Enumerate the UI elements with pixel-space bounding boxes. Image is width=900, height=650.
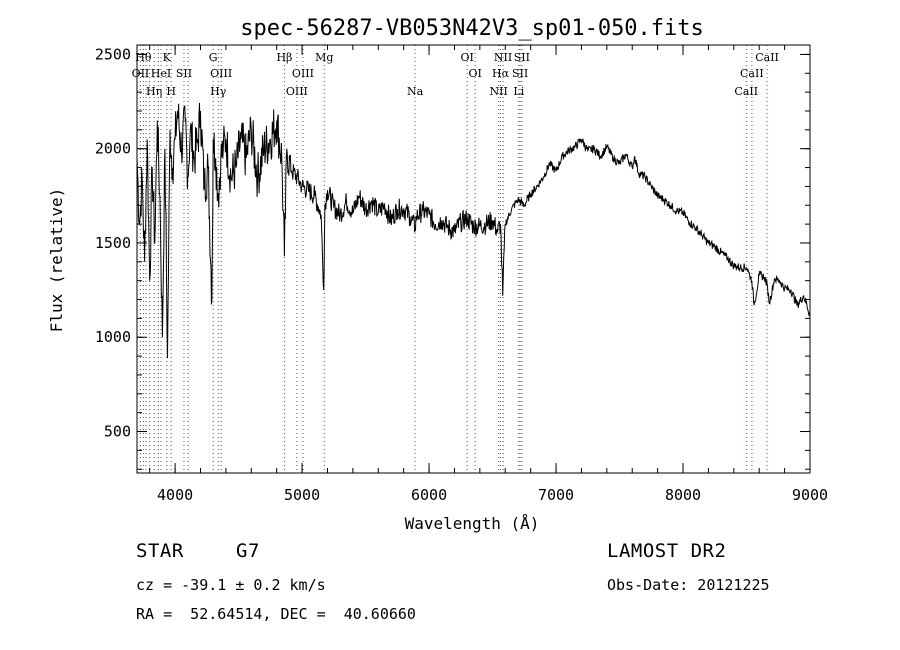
spectral-line-label: CaII bbox=[734, 85, 758, 98]
spectrum-series-line bbox=[136, 102, 811, 359]
coordinates: RA = 52.64514, DEC = 40.60660 bbox=[136, 605, 416, 623]
x-tick-label: 7000 bbox=[538, 486, 574, 504]
spectral-line-label: CaII bbox=[740, 67, 764, 80]
spectral-line-label: OI bbox=[468, 67, 481, 80]
x-tick-label: 6000 bbox=[411, 486, 447, 504]
spectral-line-label: OIII bbox=[286, 85, 308, 98]
x-tick-label: 9000 bbox=[792, 486, 828, 504]
spectral-line-label: Hβ bbox=[276, 51, 292, 64]
spectral-line-markers bbox=[139, 45, 768, 473]
spectral-subclass: G7 bbox=[236, 540, 260, 562]
spectral-line-labels: OIIHθHηHeIKHSIIGHγOIIIHβOIIIOIIIMgNaOIOI… bbox=[132, 51, 779, 98]
spectral-line-label: Na bbox=[407, 85, 424, 98]
x-tick-label: 8000 bbox=[665, 486, 701, 504]
x-axis-label: Wavelength (Å) bbox=[405, 514, 540, 533]
y-tick-label: 1000 bbox=[95, 328, 131, 346]
survey-name: LAMOST DR2 bbox=[607, 540, 727, 562]
spectral-line-label: NII bbox=[494, 51, 512, 64]
y-tick-label: 1500 bbox=[95, 234, 131, 252]
spectral-line-label: Li bbox=[513, 85, 524, 98]
y-tick-label: 500 bbox=[104, 423, 131, 441]
redshift-value: cz = -39.1 ± 0.2 km/s bbox=[136, 576, 326, 594]
spectral-line-label: H bbox=[166, 85, 176, 98]
spectral-line-label: OIII bbox=[292, 67, 314, 80]
spectral-line-label: SII bbox=[514, 51, 530, 64]
chart-title: spec-56287-VB053N42V3_sp01-050.fits bbox=[240, 16, 704, 41]
spectral-line-label: OIII bbox=[210, 67, 232, 80]
x-tick-label: 4000 bbox=[157, 486, 193, 504]
spectral-line-label: Hη bbox=[146, 85, 162, 98]
x-tick-label: 5000 bbox=[284, 486, 320, 504]
spectral-line-label: Hα bbox=[492, 67, 510, 80]
spectral-line-label: SII bbox=[176, 67, 192, 80]
spectral-line-label: HeI bbox=[151, 67, 171, 80]
spectral-line-label: Hγ bbox=[210, 85, 227, 98]
spectral-line-label: K bbox=[163, 51, 172, 64]
axis-ticks: 4000 5000 6000 7000 8000 9000 500 1000 1500 2000 2… bbox=[95, 45, 828, 504]
object-type: STAR bbox=[136, 540, 184, 562]
spectral-line-label: NII bbox=[489, 85, 507, 98]
spectral-line-label: SII bbox=[512, 67, 528, 80]
y-tick-label: 2000 bbox=[95, 140, 131, 158]
spectral-line-label: Mg bbox=[315, 51, 333, 64]
spectral-line-label: Hθ bbox=[135, 51, 152, 64]
spectral-line-label: CaII bbox=[755, 51, 779, 64]
y-axis-label: Flux (relative) bbox=[47, 188, 66, 333]
spectral-line-label: G bbox=[209, 51, 218, 64]
spectral-line-label: OI bbox=[460, 51, 473, 64]
observation-date: Obs-Date: 20121225 bbox=[607, 576, 770, 594]
plot-frame bbox=[136, 44, 811, 474]
y-tick-label: 2500 bbox=[95, 45, 131, 63]
